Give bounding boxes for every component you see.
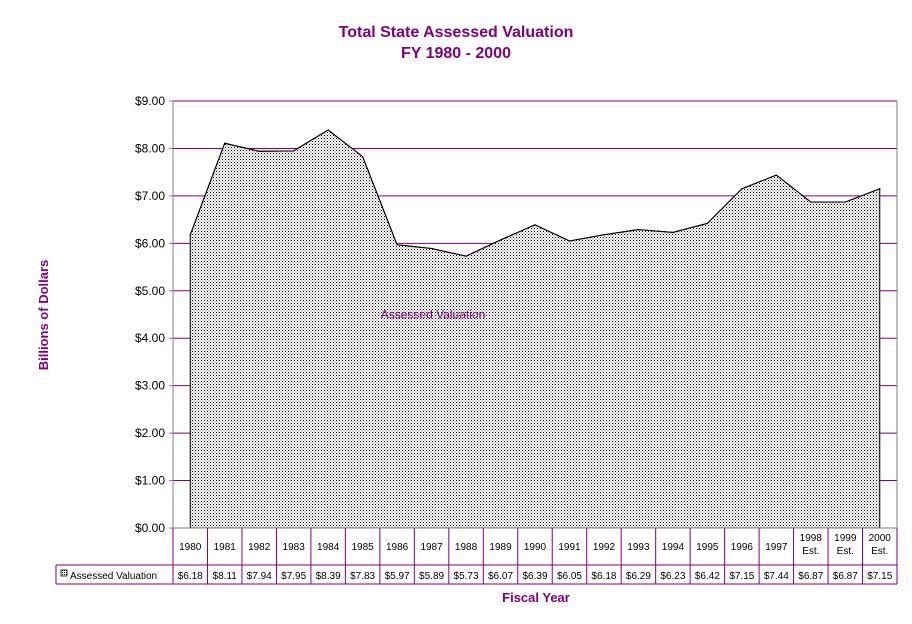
data-label: $6.87 bbox=[833, 571, 858, 582]
data-point bbox=[327, 129, 329, 131]
data-label: $6.42 bbox=[695, 571, 720, 582]
data-label: $7.95 bbox=[281, 571, 306, 582]
x-tick-label-line: 1999 bbox=[834, 533, 857, 544]
x-tick-label: 1982 bbox=[248, 542, 271, 553]
data-label: $8.39 bbox=[316, 571, 341, 582]
data-point bbox=[224, 142, 226, 144]
data-point bbox=[258, 150, 260, 152]
data-point bbox=[568, 240, 571, 242]
data-point bbox=[706, 222, 708, 225]
x-tick-label: 1995 bbox=[696, 542, 719, 553]
data-label: $8.11 bbox=[213, 571, 238, 582]
y-tick-label: $0.00 bbox=[135, 521, 165, 535]
x-tick-label: 1999 Est. bbox=[834, 533, 857, 557]
x-axis-label: Fiscal Year bbox=[502, 590, 570, 605]
series-area-label: Assessed Valuation bbox=[381, 308, 486, 322]
x-tick-label-line: 2000 bbox=[869, 533, 892, 544]
data-point bbox=[293, 150, 295, 152]
data-point bbox=[810, 201, 812, 203]
data-label: $7.94 bbox=[247, 571, 272, 582]
x-tick-label-line: Est. bbox=[802, 546, 819, 557]
data-label: $6.18 bbox=[178, 571, 203, 582]
x-tick-label: 2000 Est. bbox=[869, 533, 892, 557]
data-label: $6.18 bbox=[591, 571, 616, 582]
x-tick-label-line: Est. bbox=[837, 546, 854, 557]
y-axis-tick-labels: $0.00 $1.00 $2.00 $3.00 $4.00 $5.00 $6.00 $7.00… bbox=[135, 94, 165, 535]
data-point bbox=[189, 234, 191, 236]
x-tick-label-line: Est. bbox=[871, 546, 888, 557]
x-tick-label: 1989 bbox=[489, 542, 512, 553]
x-tick-label: 1985 bbox=[351, 542, 374, 553]
axes bbox=[169, 100, 898, 529]
x-tick-label: 1983 bbox=[283, 542, 306, 553]
x-tick-label: 1980 bbox=[179, 542, 202, 553]
data-label: $7.44 bbox=[764, 571, 789, 582]
y-tick-label: $4.00 bbox=[135, 331, 165, 345]
data-label: $6.87 bbox=[798, 571, 823, 582]
x-tick-label: 1997 bbox=[765, 542, 788, 553]
data-label: $6.07 bbox=[488, 571, 513, 582]
x-tick-label: 1996 bbox=[731, 542, 754, 553]
x-tick-label: 1991 bbox=[558, 542, 581, 553]
x-tick-label: 1992 bbox=[593, 542, 616, 553]
x-tick-label-line: 1998 bbox=[800, 533, 823, 544]
chart-subtitle: FY 1980 - 2000 bbox=[401, 45, 511, 62]
data-label: $6.05 bbox=[557, 571, 582, 582]
data-point bbox=[637, 228, 640, 231]
data-label: $7.83 bbox=[350, 571, 375, 582]
y-tick-label: $2.00 bbox=[135, 426, 165, 440]
data-point bbox=[775, 174, 777, 176]
data-label: $5.97 bbox=[385, 571, 410, 582]
x-tick-label: 1990 bbox=[524, 542, 547, 553]
y-tick-label: $5.00 bbox=[135, 284, 165, 298]
x-tick-label: 1998 Est. bbox=[800, 533, 823, 557]
data-point bbox=[603, 234, 605, 236]
y-tick-label: $9.00 bbox=[135, 94, 165, 108]
data-point bbox=[672, 231, 674, 234]
data-point bbox=[499, 239, 502, 241]
data-point bbox=[396, 244, 398, 246]
data-label: $5.89 bbox=[419, 571, 444, 582]
x-tick-label: 1986 bbox=[386, 542, 409, 553]
data-point bbox=[741, 188, 743, 190]
x-tick-label: 1984 bbox=[317, 542, 340, 553]
legend-entry: Assessed Valuation bbox=[70, 571, 157, 582]
data-label: $6.39 bbox=[522, 571, 547, 582]
x-tick-label: 1988 bbox=[455, 542, 478, 553]
data-point bbox=[879, 188, 881, 190]
y-tick-label: $7.00 bbox=[135, 189, 165, 203]
y-tick-label: $3.00 bbox=[135, 379, 165, 393]
data-label: $7.15 bbox=[867, 571, 892, 582]
data-table: 1980 1981 1982 1983 1984 1985 1986 1987 1988 1989… bbox=[55, 528, 898, 585]
data-label: $7.15 bbox=[729, 571, 754, 582]
x-tick-label: 1987 bbox=[420, 542, 443, 553]
x-tick-label: 1994 bbox=[662, 542, 685, 553]
x-tick-label: 1993 bbox=[627, 542, 650, 553]
x-tick-label: 1981 bbox=[214, 542, 237, 553]
legend-swatch bbox=[60, 569, 68, 577]
chart-title: Total State Assessed Valuation bbox=[339, 24, 574, 41]
data-point bbox=[844, 201, 846, 203]
data-label: $5.73 bbox=[454, 571, 479, 582]
series-area bbox=[189, 129, 881, 529]
area-series: Assessed Valuation bbox=[189, 129, 881, 529]
y-tick-label: $1.00 bbox=[135, 474, 165, 488]
y-tick-label: $6.00 bbox=[135, 236, 165, 250]
data-point bbox=[362, 155, 364, 158]
data-point bbox=[534, 224, 536, 226]
data-label: $6.23 bbox=[660, 571, 685, 582]
data-point bbox=[430, 247, 433, 250]
y-tick-label: $8.00 bbox=[135, 141, 165, 155]
data-point bbox=[465, 255, 467, 257]
data-label: $6.29 bbox=[626, 571, 651, 582]
y-axis-label: Billions of Dollars bbox=[36, 260, 51, 371]
